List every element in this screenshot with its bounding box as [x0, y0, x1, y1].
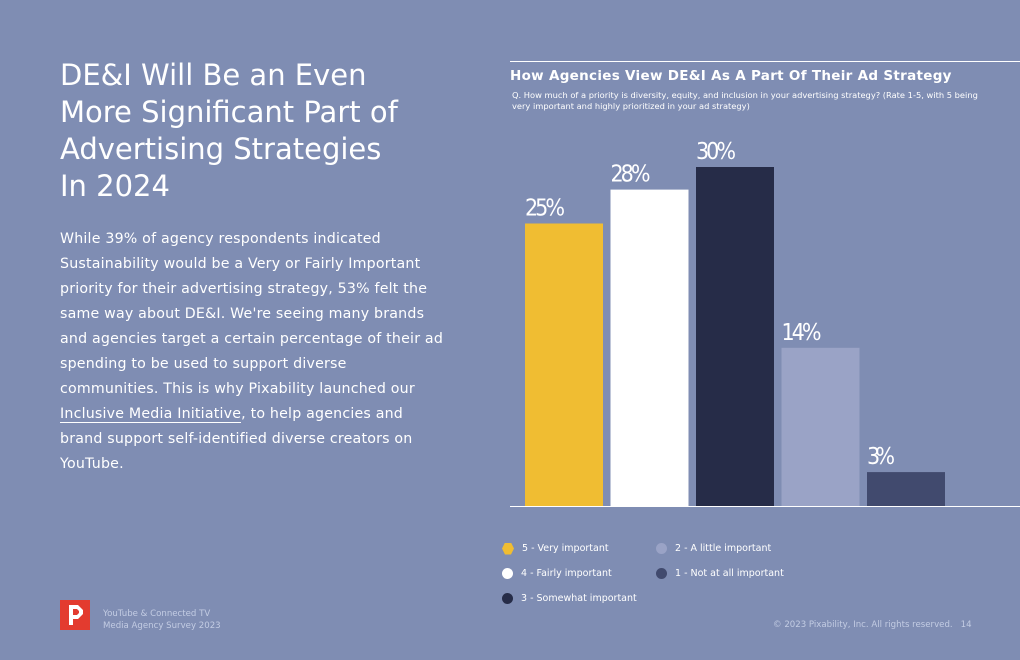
legend-item: 5 - Very important — [502, 536, 637, 561]
legend-item: 1 - Not at all important — [656, 561, 784, 586]
copyright-text: © 2023 Pixability, Inc. All rights reser… — [773, 620, 953, 630]
legend-column-2: 2 - A little important 1 - Not at all im… — [656, 536, 784, 586]
body-paragraph: While 39% of agency respondents indicate… — [60, 227, 445, 477]
bar-1 — [867, 472, 945, 506]
headline-line: More Significant Part of — [60, 95, 398, 129]
legend-label: 1 - Not at all important — [675, 568, 784, 579]
inclusive-media-initiative-link[interactable]: Inclusive Media Initiative — [60, 406, 242, 423]
headline-line: Advertising Strategies — [60, 132, 382, 166]
data-label-1: 3% — [867, 444, 895, 470]
circle-swatch-icon — [656, 568, 667, 579]
headline: DE&I Will Be an Even More Significant Pa… — [60, 57, 440, 205]
pixability-logo-icon — [60, 600, 90, 630]
body-text-after-link: , to help agencies and brand support sel… — [60, 406, 413, 472]
headline-line: DE&I Will Be an Even — [60, 58, 367, 92]
legend-label: 3 - Somewhat important — [521, 593, 637, 604]
footer-line-1: YouTube & Connected TV — [103, 609, 211, 619]
circle-swatch-icon — [502, 568, 513, 579]
page-number: 14 — [960, 620, 972, 630]
data-label-2: 14% — [782, 320, 822, 346]
circle-swatch-icon — [502, 593, 513, 604]
footer-line-2: Media Agency Survey 2023 — [103, 621, 221, 631]
headline-line: In 2024 — [60, 169, 170, 203]
data-label-3: 30% — [696, 139, 736, 165]
chart-title: How Agencies View DE&I As A Part Of Thei… — [510, 68, 952, 84]
legend-label: 5 - Very important — [522, 543, 609, 554]
legend-item: 2 - A little important — [656, 536, 784, 561]
body-text-before-link: While 39% of agency respondents indicate… — [60, 231, 444, 397]
bar-2 — [781, 347, 860, 506]
bar-5 — [525, 223, 603, 506]
bar-4 — [610, 189, 689, 506]
data-label-5: 25% — [525, 196, 565, 222]
chart-subtitle: Q. How much of a priority is diversity, … — [512, 90, 978, 111]
footer-report-title: YouTube & Connected TV Media Agency Surv… — [103, 608, 221, 632]
footer-copyright: © 2023 Pixability, Inc. All rights reser… — [773, 620, 972, 630]
legend-item: 4 - Fairly important — [502, 561, 637, 586]
chart-top-rule — [510, 61, 1020, 62]
pixability-logo-mark — [69, 605, 83, 625]
legend-column-1: 5 - Very important 4 - Fairly important … — [502, 536, 637, 611]
legend-label: 4 - Fairly important — [521, 568, 612, 579]
data-label-4: 28% — [611, 162, 651, 188]
hexagon-swatch-icon — [502, 542, 514, 555]
legend-label: 2 - A little important — [675, 543, 772, 554]
legend-item: 3 - Somewhat important — [502, 586, 637, 611]
circle-swatch-icon — [656, 543, 667, 554]
bar-3 — [696, 167, 774, 506]
bar-chart: 25% 28% 30% 14% 3% — [510, 139, 1020, 507]
